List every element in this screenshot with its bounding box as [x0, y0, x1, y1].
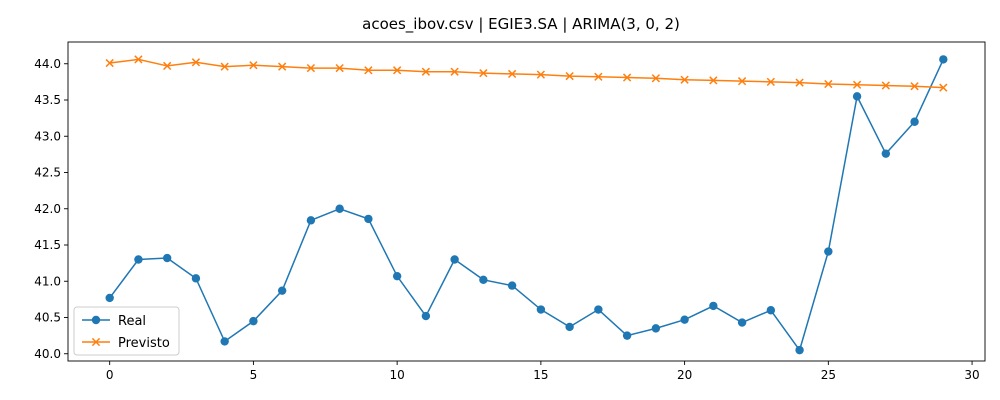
data-point: [795, 78, 804, 87]
data-point: [162, 253, 172, 263]
data-point: [450, 67, 459, 76]
axes-frame: [67, 41, 986, 362]
data-point: [249, 61, 258, 70]
data-point: [277, 286, 287, 295]
data-point: [737, 318, 747, 327]
data-point: [220, 62, 229, 71]
legend-box: [73, 306, 180, 356]
plot-area: 0 5 10 15 20 25 30 40.0 40.5 41.0 41.5 42.0 42.5 43.0…: [34, 41, 986, 382]
data-point: [852, 92, 862, 101]
data-point: [507, 69, 517, 79]
data-point: [220, 337, 229, 346]
series-line: [109, 58, 944, 89]
y-tick-label: 41.5: [34, 238, 61, 252]
data-point: [421, 311, 431, 321]
data-point: [737, 77, 747, 86]
data-point: [910, 117, 919, 126]
y-tick-label: 43.5: [34, 93, 61, 107]
data-point: [536, 305, 546, 314]
data-point: [852, 80, 862, 89]
data-point: [191, 274, 201, 283]
data-point: [507, 281, 517, 290]
data-point: [249, 316, 258, 326]
data-point: [824, 79, 833, 89]
data-point: [680, 75, 689, 84]
x-tick-label: 5: [250, 368, 258, 382]
data-point: [939, 83, 948, 92]
data-point: [191, 58, 201, 67]
y-tick-label: 42.5: [34, 166, 61, 180]
data-point: [565, 322, 574, 332]
data-point: [421, 67, 431, 76]
data-point: [651, 324, 661, 333]
data-point: [306, 63, 316, 73]
data-point: [364, 214, 373, 224]
x-tick-label: 25: [821, 368, 836, 382]
data-point: [105, 293, 114, 303]
y-tick-label: 42.0: [34, 202, 61, 216]
data-point: [565, 71, 574, 81]
x-tick-label: 20: [677, 368, 692, 382]
data-point: [824, 247, 833, 256]
data-point: [709, 76, 718, 85]
data-point: [536, 70, 546, 79]
data-point: [881, 149, 891, 158]
data-point: [622, 331, 632, 340]
legend: Real Previsto: [73, 306, 180, 356]
data-point: [163, 61, 172, 71]
data-point: [393, 66, 402, 75]
data-point: [651, 74, 660, 83]
data-point: [939, 55, 948, 64]
data-point: [335, 204, 344, 213]
legend-label: Real: [118, 314, 146, 329]
data-point: [450, 255, 459, 264]
data-point: [594, 72, 603, 81]
data-point: [335, 63, 344, 73]
data-point: [392, 271, 402, 281]
data-point: [709, 301, 718, 311]
y-tick-label: 40.0: [34, 347, 61, 361]
data-point: [306, 216, 316, 225]
data-point: [479, 69, 488, 78]
data-point: [278, 62, 287, 71]
data-point: [479, 275, 488, 284]
data-point: [881, 81, 890, 90]
legend-label: Previsto: [118, 336, 170, 351]
series-line: [109, 59, 945, 352]
data-point: [622, 73, 632, 82]
series-real: [105, 55, 948, 355]
series-previsto: [105, 55, 948, 92]
y-tick-label: 44.0: [34, 57, 61, 71]
data-point: [134, 55, 143, 64]
data-point: [594, 305, 603, 314]
y-tick-label: 43.0: [34, 129, 61, 143]
data-point: [364, 66, 373, 75]
legend-marker: [91, 337, 101, 347]
legend-marker: [91, 315, 101, 325]
data-point: [680, 315, 689, 324]
x-tick-label: 0: [106, 368, 114, 382]
x-tick-label: 10: [390, 368, 405, 382]
data-point: [105, 58, 114, 68]
data-point: [910, 82, 919, 91]
x-tick-label: 15: [533, 368, 548, 382]
y-tick-label: 40.5: [34, 311, 61, 325]
data-point: [795, 345, 804, 355]
data-point: [766, 306, 776, 315]
chart-title: acoes_ibov.csv | EGIE3.SA | ARIMA(3, 0, …: [362, 15, 680, 34]
data-point: [134, 255, 143, 264]
data-point: [766, 77, 775, 87]
y-tick-label: 41.0: [34, 274, 61, 288]
x-tick-label: 30: [964, 368, 979, 382]
